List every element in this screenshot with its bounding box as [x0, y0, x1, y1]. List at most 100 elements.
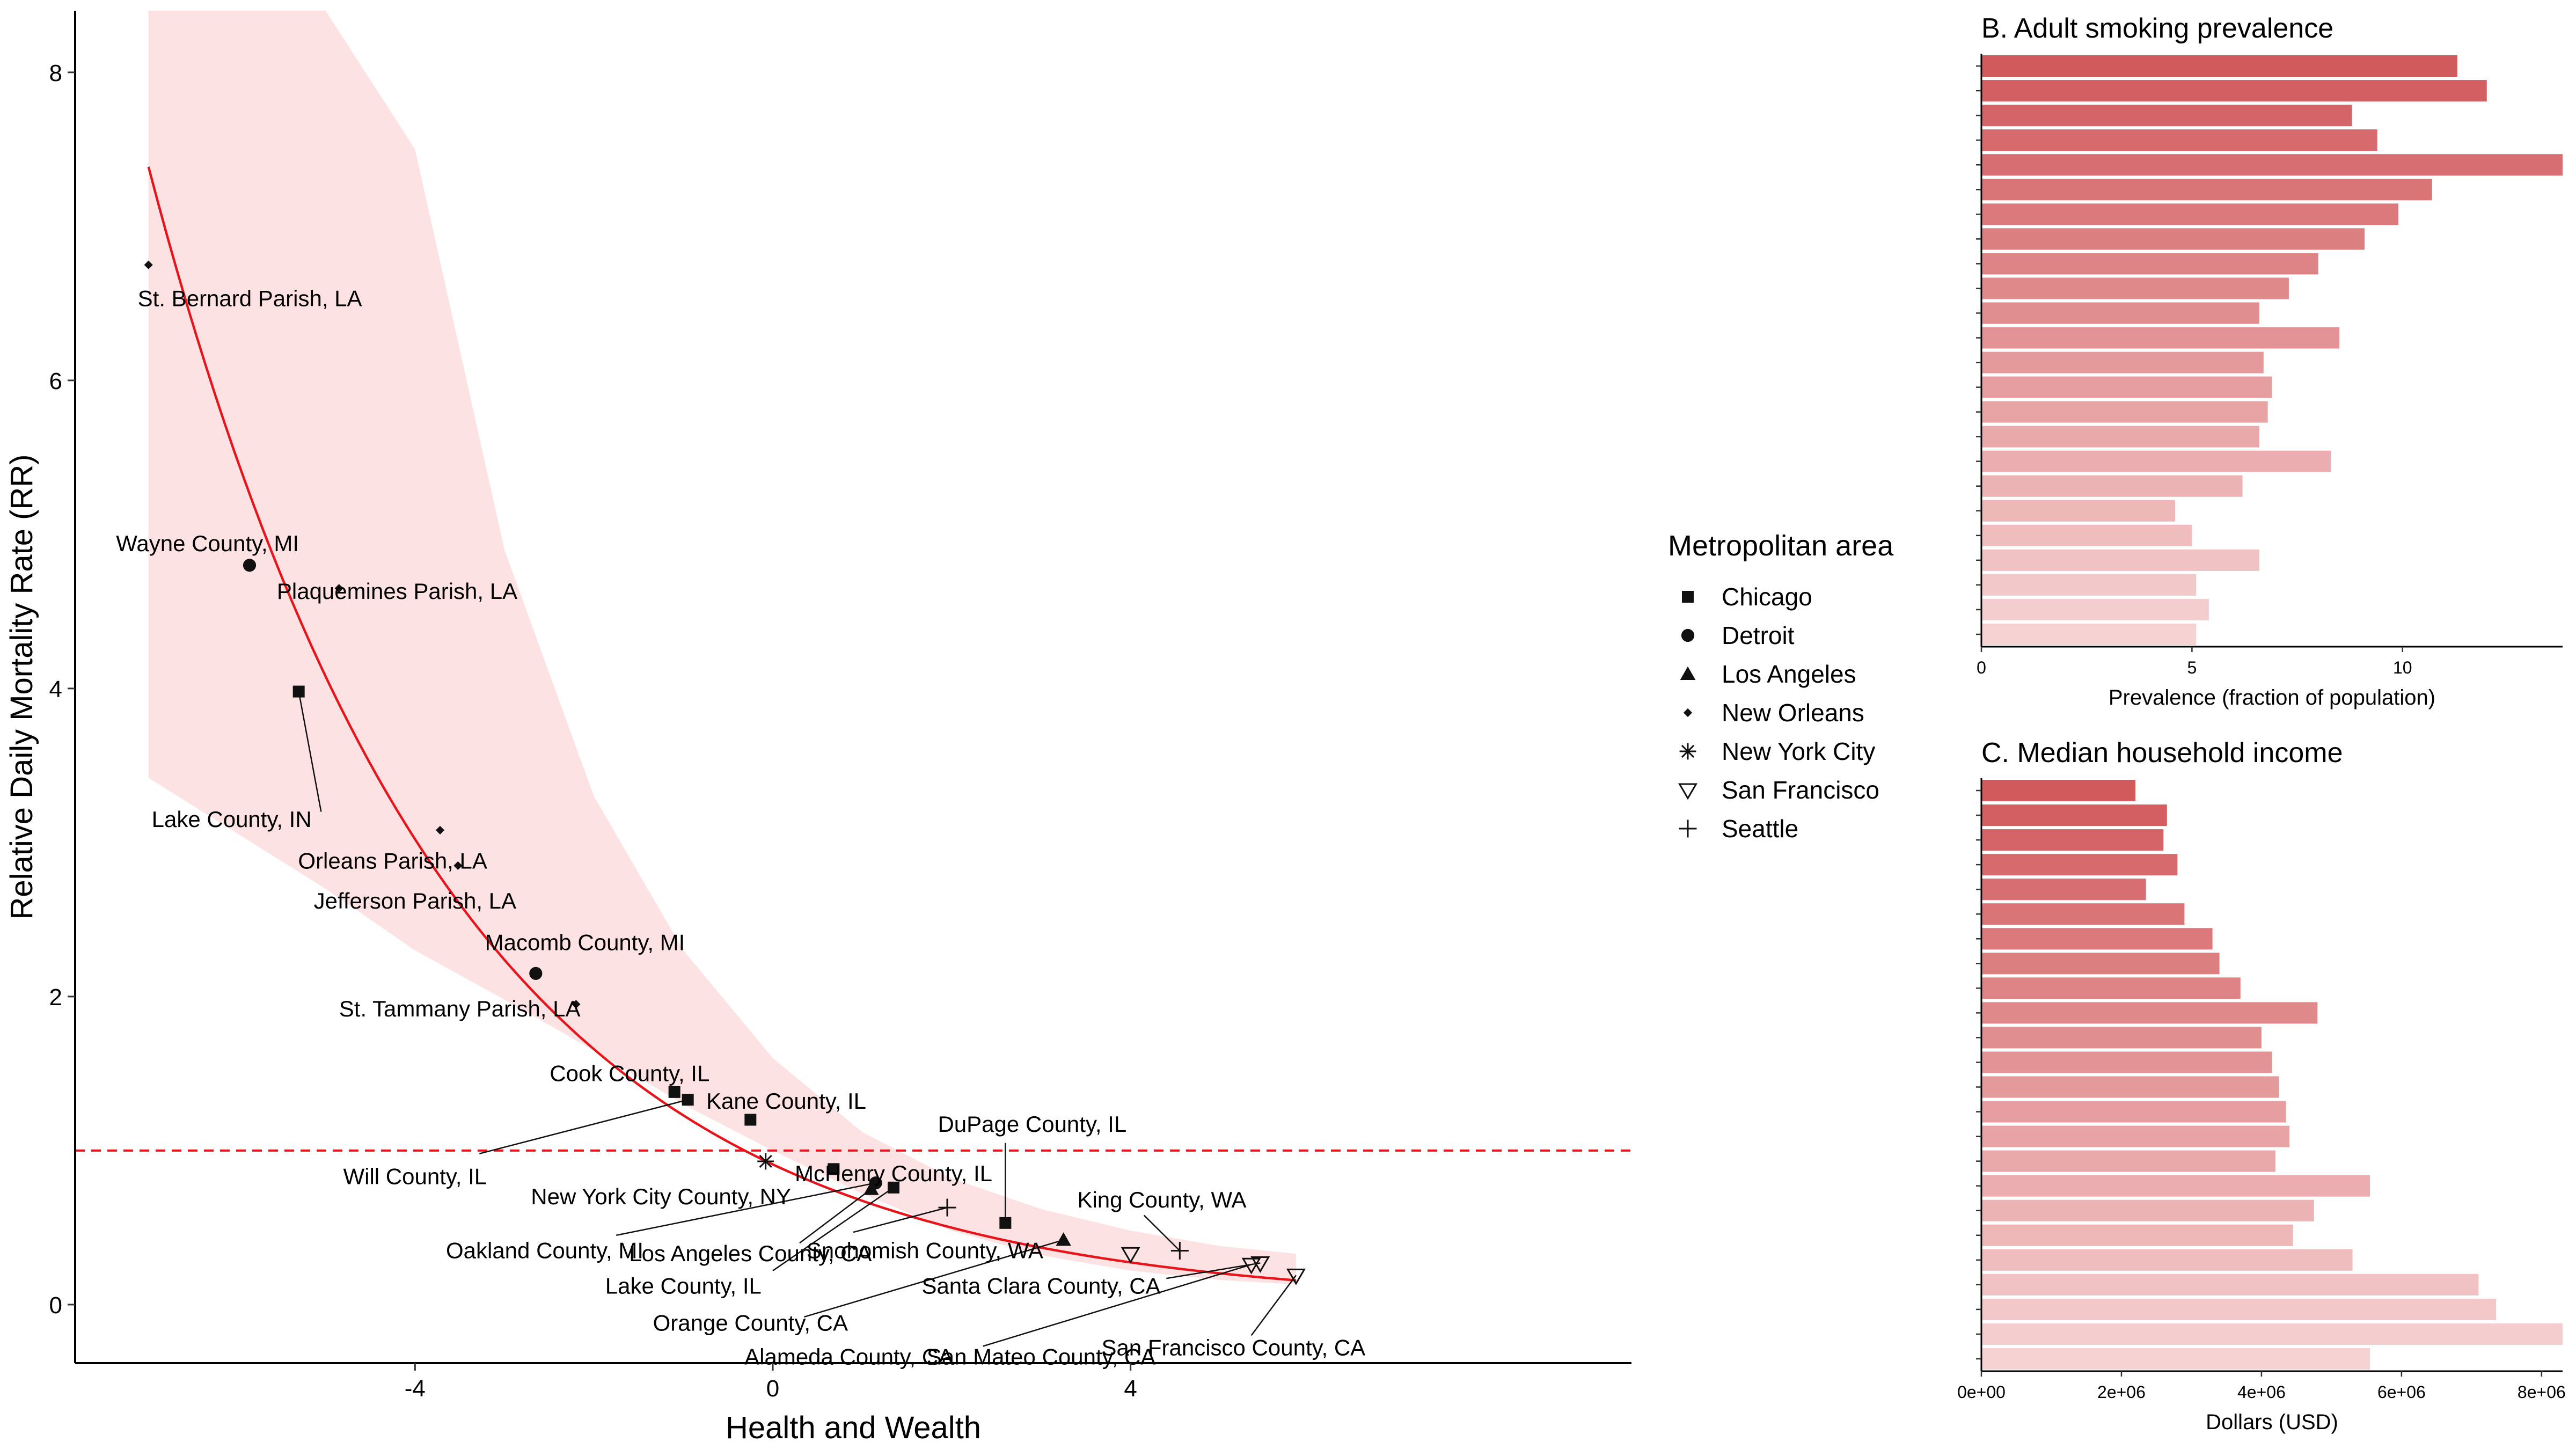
- point-label: Wayne County, MI: [116, 531, 299, 556]
- bar: [1981, 953, 2220, 975]
- data-point: [668, 1086, 680, 1098]
- leader-line: [1143, 1214, 1181, 1252]
- data-point: [744, 1114, 757, 1126]
- bar: [1981, 1249, 2353, 1271]
- data-point: [435, 825, 445, 835]
- leader-line: [803, 1239, 1064, 1318]
- data-point: [144, 260, 153, 269]
- point-labels: St. Bernard Parish, LA Wayne County, MI Pl…: [116, 286, 1365, 1370]
- x-tick-label: 4: [1124, 1375, 1137, 1402]
- panel-b-smoking: B. Adult smoking prevalence 0 5 10 Prevale…: [1976, 13, 2563, 709]
- bar: [1981, 1323, 2563, 1345]
- y-tick-label: 0: [49, 1292, 62, 1319]
- panel-b-title: B. Adult smoking prevalence: [1981, 13, 2333, 44]
- bar: [1981, 829, 2164, 851]
- legend-label: Chicago: [1722, 583, 1812, 611]
- bar: [1981, 574, 2197, 596]
- panel-b-axes: 0 5 10: [1976, 54, 2563, 677]
- bar: [1981, 780, 2136, 802]
- x-tick-label: 2e+06: [2097, 1382, 2146, 1402]
- bar: [1981, 302, 2259, 324]
- point-label: Jefferson Parish, LA: [314, 888, 516, 913]
- bar: [1981, 804, 2167, 826]
- data-point: [938, 1198, 956, 1217]
- legend-symbol: [1680, 666, 1696, 680]
- bar: [1981, 327, 2340, 349]
- data-point: [292, 685, 305, 698]
- bar: [1981, 879, 2146, 901]
- data-point: [1241, 1257, 1261, 1275]
- bar: [1981, 1175, 2370, 1197]
- bar: [1981, 450, 2331, 472]
- y-tick-label: 4: [49, 676, 62, 702]
- legend-label: Seattle: [1722, 815, 1798, 843]
- x-tick-label: -4: [405, 1375, 426, 1402]
- x-tick-label: 0: [766, 1375, 779, 1402]
- point-label: Kane County, IL: [706, 1088, 866, 1114]
- legend-label: New Orleans: [1722, 699, 1864, 727]
- point-label: Oakland County, MI: [446, 1238, 643, 1263]
- data-point: [1056, 1232, 1071, 1246]
- bar: [1981, 475, 2243, 497]
- leader-line: [983, 1264, 1252, 1347]
- bar: [1981, 203, 2398, 225]
- data-point: [999, 1217, 1012, 1229]
- bar: [1981, 352, 2264, 374]
- bar: [1981, 598, 2209, 620]
- bar: [1981, 500, 2175, 522]
- point-label: San Mateo County, CA: [927, 1344, 1155, 1370]
- data-point: [863, 1181, 879, 1195]
- x-tick-label: 8e+06: [2518, 1382, 2566, 1402]
- bar: [1981, 1150, 2276, 1172]
- leader-line: [799, 1188, 872, 1244]
- axes: 0 2 4 6 8 -4 0 4: [49, 11, 1631, 1402]
- bar: [1981, 524, 2192, 546]
- legend-symbol: [1678, 783, 1698, 800]
- leader-line: [1250, 1275, 1297, 1336]
- data-point: [888, 1181, 899, 1194]
- leader-line: [479, 1099, 688, 1154]
- bar: [1981, 1027, 2262, 1049]
- y-axis-title: Relative Daily Mortality Rate (RR): [4, 455, 39, 920]
- bar: [1981, 1076, 2279, 1098]
- bar: [1981, 277, 2289, 299]
- bar: [1981, 928, 2213, 950]
- point-label: Orleans Parish, LA: [298, 848, 487, 873]
- bar: [1981, 401, 2268, 423]
- point-label: Orange County, CA: [653, 1310, 848, 1335]
- point-label: Cook County, IL: [550, 1060, 709, 1086]
- bar: [1981, 1051, 2272, 1073]
- bar: [1981, 253, 2318, 275]
- data-point: [243, 559, 257, 572]
- leader-line: [616, 1182, 876, 1236]
- point-label: Lake County, IN: [152, 807, 312, 832]
- y-tick-label: 6: [49, 368, 62, 394]
- legend-symbol: [1679, 743, 1696, 760]
- bar: [1981, 549, 2259, 571]
- point-label: San Francisco County, CA: [1101, 1335, 1365, 1360]
- point-label: Alameda County, CA: [744, 1344, 953, 1370]
- bar: [1981, 977, 2241, 999]
- bar: [1981, 1224, 2293, 1246]
- point-label: Plaquemines Parish, LA: [277, 579, 517, 604]
- bar: [1981, 154, 2563, 176]
- data-point: [334, 584, 343, 593]
- bar: [1981, 426, 2259, 448]
- leader-line: [853, 1206, 948, 1233]
- x-tick-label: 0: [1977, 658, 1986, 677]
- x-tick-label: 4e+06: [2237, 1382, 2286, 1402]
- confidence-band: [148, 11, 1296, 1285]
- bar: [1981, 376, 2272, 398]
- leader-line: [772, 1187, 894, 1271]
- data-point: [1286, 1268, 1306, 1285]
- bar: [1981, 1199, 2314, 1221]
- fit-curve: [147, 166, 1297, 1282]
- bar: [1981, 105, 2352, 127]
- panel-c-income: C. Median household income 0e+00 2e+06 4e+…: [1957, 737, 2566, 1434]
- panel-b-bars: [1981, 55, 2563, 645]
- legend-items: Chicago Detroit Los Angeles New Orleans New …: [1678, 583, 1879, 843]
- panel-a-scatter: St. Bernard Parish, LA Wayne County, MI Pl…: [4, 11, 1631, 1445]
- leader-line: [298, 691, 322, 812]
- data-point: [1121, 1247, 1140, 1264]
- point-label: Snohomish County, WA: [807, 1238, 1043, 1263]
